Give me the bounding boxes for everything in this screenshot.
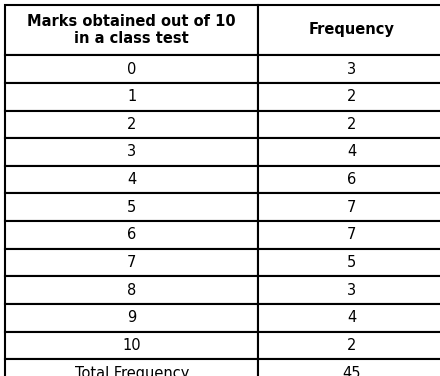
Text: 1: 1 bbox=[127, 89, 136, 104]
Bar bbox=[5, 193, 258, 221]
Bar bbox=[258, 249, 440, 276]
Text: 7: 7 bbox=[347, 227, 356, 243]
Bar bbox=[258, 332, 440, 359]
Bar bbox=[5, 83, 258, 111]
Text: 4: 4 bbox=[347, 310, 356, 325]
Bar bbox=[258, 221, 440, 249]
Bar bbox=[258, 193, 440, 221]
Bar bbox=[258, 5, 440, 55]
Bar bbox=[5, 138, 258, 166]
Text: 2: 2 bbox=[127, 117, 136, 132]
Text: 5: 5 bbox=[127, 200, 136, 215]
Text: Frequency: Frequency bbox=[309, 23, 395, 37]
Bar bbox=[258, 138, 440, 166]
Text: Total Frequency: Total Frequency bbox=[75, 365, 189, 376]
Bar bbox=[5, 5, 258, 55]
Text: 6: 6 bbox=[347, 172, 356, 187]
Text: 4: 4 bbox=[127, 172, 136, 187]
Bar bbox=[5, 221, 258, 249]
Bar bbox=[5, 249, 258, 276]
Bar bbox=[258, 83, 440, 111]
Bar bbox=[5, 166, 258, 193]
Bar bbox=[5, 276, 258, 304]
Text: 2: 2 bbox=[347, 89, 356, 104]
Text: 0: 0 bbox=[127, 62, 136, 77]
Text: 45: 45 bbox=[342, 365, 361, 376]
Text: 10: 10 bbox=[122, 338, 141, 353]
Bar bbox=[5, 55, 258, 83]
Bar bbox=[258, 166, 440, 193]
Text: 3: 3 bbox=[347, 283, 356, 298]
Bar bbox=[5, 359, 258, 376]
Text: 5: 5 bbox=[347, 255, 356, 270]
Bar bbox=[5, 111, 258, 138]
Bar bbox=[5, 332, 258, 359]
Text: 7: 7 bbox=[347, 200, 356, 215]
Text: 3: 3 bbox=[347, 62, 356, 77]
Bar bbox=[258, 276, 440, 304]
Text: 2: 2 bbox=[347, 117, 356, 132]
Text: 8: 8 bbox=[127, 283, 136, 298]
Text: 4: 4 bbox=[347, 144, 356, 159]
Text: 9: 9 bbox=[127, 310, 136, 325]
Bar bbox=[258, 359, 440, 376]
Bar bbox=[258, 111, 440, 138]
Text: 6: 6 bbox=[127, 227, 136, 243]
Text: 7: 7 bbox=[127, 255, 136, 270]
Bar bbox=[258, 304, 440, 332]
Text: 3: 3 bbox=[127, 144, 136, 159]
Text: Marks obtained out of 10
in a class test: Marks obtained out of 10 in a class test bbox=[27, 14, 236, 46]
Bar bbox=[5, 304, 258, 332]
Text: 2: 2 bbox=[347, 338, 356, 353]
Bar bbox=[258, 55, 440, 83]
